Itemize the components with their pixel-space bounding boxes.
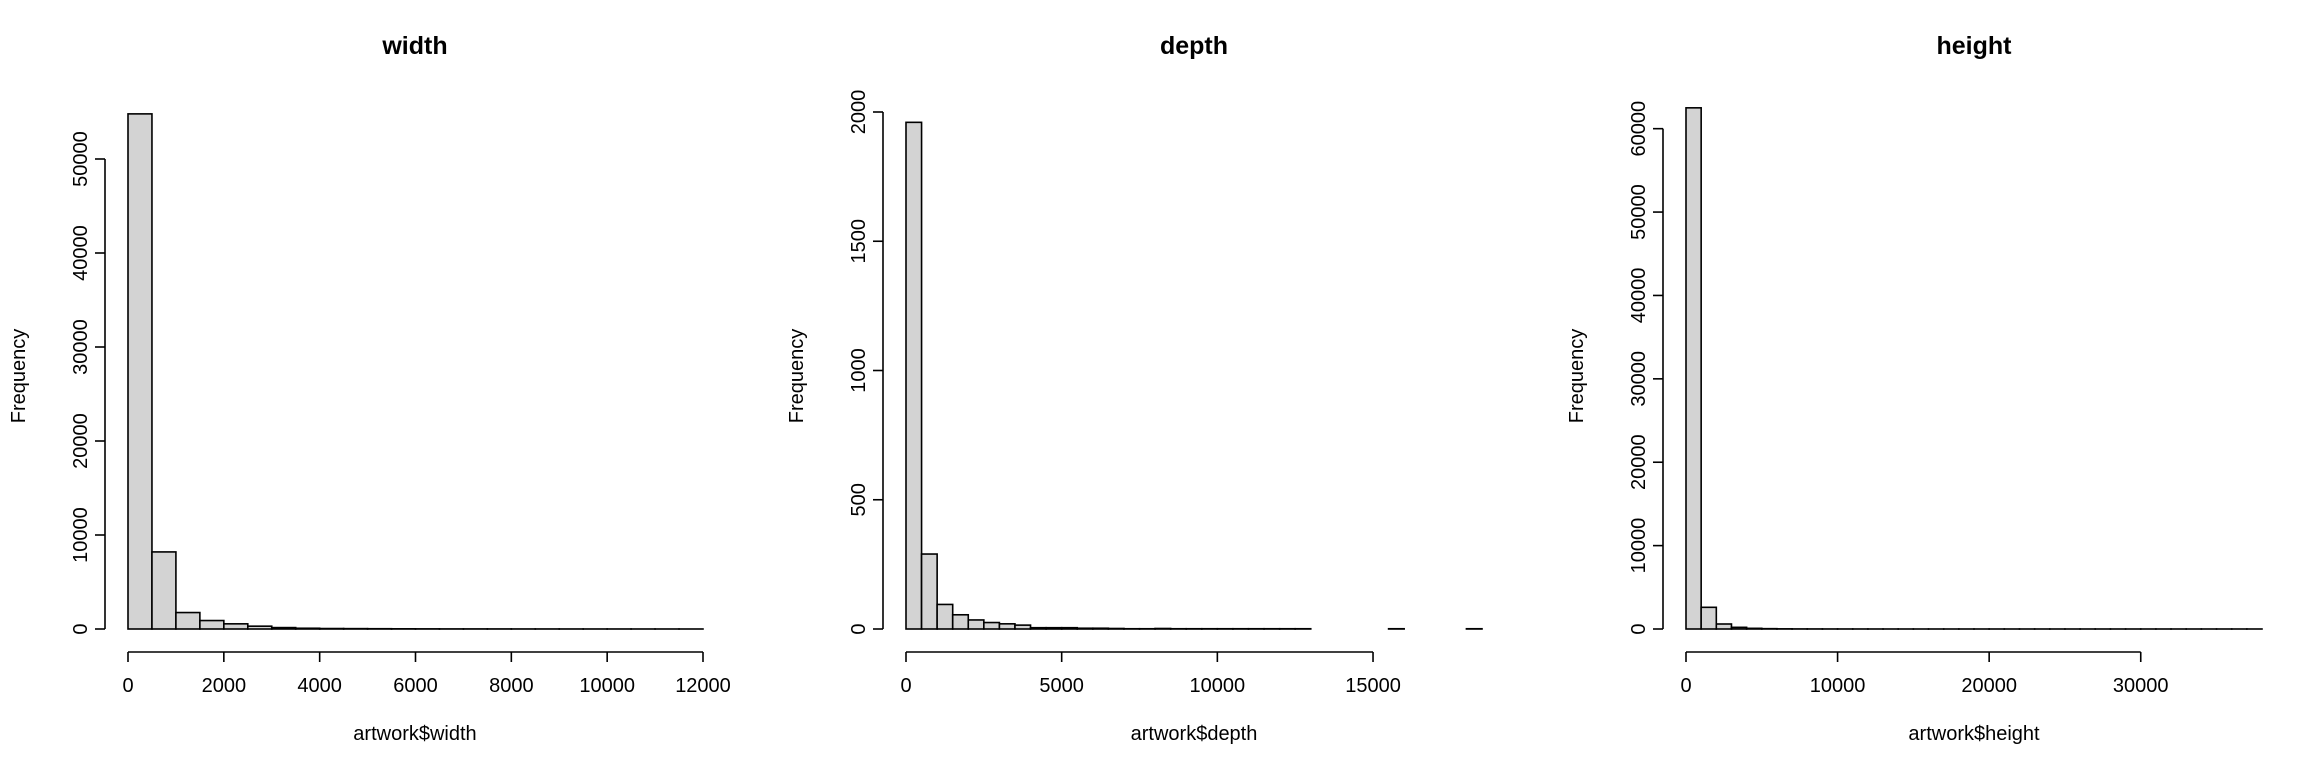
- y-tick-label: 40000: [1628, 268, 1650, 324]
- bar-depth-6: [998, 623, 1016, 630]
- y-axis-label: Frequency: [786, 329, 808, 424]
- bar-depth-1: [920, 553, 938, 630]
- bar-depth-8: [1029, 626, 1047, 630]
- y-tick-label: 0: [1628, 623, 1650, 634]
- bar-depth-2: [936, 603, 954, 630]
- y-tick-label: 500: [848, 483, 870, 516]
- bar-width-7: [294, 627, 321, 630]
- bar-depth-3: [951, 613, 970, 630]
- bar-depth-4: [967, 619, 985, 630]
- bar-depth-12: [1092, 627, 1110, 630]
- histogram-depth: 0 5000 10000 15000 0 500 1000 1500 2000 depth artw…: [786, 32, 1483, 745]
- bar-height-2: [1715, 623, 1733, 630]
- y-tick-label: 50000: [70, 131, 92, 187]
- x-axis-label: artwork$height: [1908, 723, 2040, 745]
- bar-width-4: [223, 623, 249, 630]
- chart-title: depth: [1160, 32, 1228, 60]
- x-tick-label: 0: [900, 675, 911, 697]
- x-tick-label: 30000: [2113, 675, 2169, 697]
- y-axis-label: Frequency: [1566, 329, 1588, 424]
- x-tick-label: 6000: [393, 675, 438, 697]
- y-tick-label: 1000: [848, 348, 870, 393]
- bar-depth-11: [1076, 627, 1094, 630]
- y-tick-label: 0: [848, 623, 870, 634]
- x-tick-label: 0: [122, 675, 133, 697]
- bar-width-3: [199, 619, 225, 630]
- y-tick-label: 30000: [70, 319, 92, 375]
- bar-width-6: [270, 626, 297, 630]
- histogram-height: 0 10000 20000 30000 0 10000 20000 30000 40000 500…: [1566, 32, 2263, 745]
- bar-depth-13: [1107, 627, 1125, 630]
- chart-title: height: [1937, 32, 2013, 60]
- chart-title: width: [381, 32, 447, 60]
- bar-depth-9: [1045, 626, 1063, 630]
- x-tick-label: 10000: [1810, 675, 1866, 697]
- y-tick-label: 60000: [1628, 101, 1650, 157]
- histogram-width: 0 2000 4000 6000 8000 10000 12000 0 10000 20000 30…: [8, 32, 731, 745]
- y-tick-label: 50000: [1628, 184, 1650, 240]
- x-axis-label: artwork$width: [353, 723, 476, 745]
- x-tick-label: 20000: [1961, 675, 2017, 697]
- y-tick-label: 20000: [1628, 434, 1650, 490]
- y-tick-label: 10000: [70, 507, 92, 563]
- y-tick-label: 10000: [1628, 518, 1650, 574]
- x-tick-label: 5000: [1039, 675, 1084, 697]
- x-tick-label: 2000: [202, 675, 247, 697]
- bar-width-2: [175, 611, 201, 630]
- x-tick-label: 10000: [579, 675, 635, 697]
- x-tick-label: 0: [1680, 675, 1691, 697]
- x-tick-label: 4000: [297, 675, 342, 697]
- y-axis-label: Frequency: [8, 329, 30, 424]
- y-tick-label: 2000: [848, 90, 870, 135]
- bar-width-5: [246, 625, 273, 630]
- x-tick-label: 10000: [1190, 675, 1246, 697]
- bar-depth-5: [983, 621, 1001, 630]
- bar-depth-16: [1154, 627, 1172, 630]
- y-tick-label: 1500: [848, 219, 870, 264]
- x-axis-label: artwork$depth: [1131, 723, 1258, 745]
- bar-height-0: [1685, 107, 1702, 630]
- bar-width-1: [151, 551, 177, 630]
- bar-height-4: [1745, 627, 1763, 630]
- x-tick-label: 15000: [1345, 675, 1401, 697]
- bar-depth-10: [1060, 626, 1079, 630]
- x-tick-label: 12000: [675, 675, 731, 697]
- y-tick-label: 30000: [1628, 351, 1650, 407]
- bar-depth-0: [905, 121, 923, 630]
- y-tick-label: 20000: [70, 413, 92, 469]
- x-tick-label: 8000: [489, 675, 534, 697]
- bar-width-0: [127, 113, 153, 630]
- bar-depth-7: [1014, 624, 1032, 630]
- bar-height-3: [1730, 626, 1748, 630]
- bar-height-1: [1700, 606, 1718, 630]
- y-tick-label: 40000: [70, 225, 92, 281]
- y-tick-label: 0: [70, 623, 92, 634]
